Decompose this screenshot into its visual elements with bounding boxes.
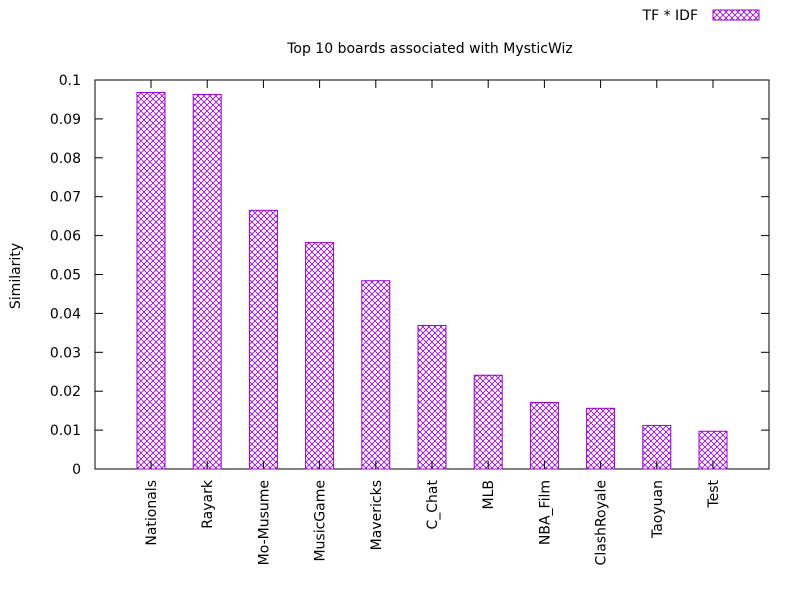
- x-tick-label: Mavericks: [369, 480, 385, 550]
- x-tick-label: Mo-Musume: [256, 480, 272, 565]
- chart-title: Top 10 boards associated with MysticWiz: [286, 41, 573, 57]
- y-tick-label: 0.08: [50, 151, 81, 167]
- legend: TF * IDF: [642, 8, 760, 24]
- legend-swatch: [712, 9, 760, 21]
- bar-nationals: [136, 91, 166, 470]
- x-tick-label: ClashRoyale: [594, 480, 610, 565]
- x-tick-label: NBA_Film: [537, 480, 553, 545]
- y-tick-label: 0.05: [50, 268, 81, 284]
- x-tick-label: MusicGame: [313, 480, 329, 562]
- x-axis-ticks: Nationals Rayark Mo-Musume MusicGame Maveric…: [144, 80, 722, 565]
- bar-c-chat: [417, 324, 447, 470]
- bar-mavericks: [361, 280, 391, 470]
- bar-clashroyale: [586, 407, 616, 470]
- y-tick-label: 0.1: [59, 73, 81, 89]
- x-tick-label: Taoyuan: [650, 480, 666, 539]
- bar-mo-musume: [248, 209, 278, 470]
- x-tick-label: Test: [706, 479, 722, 508]
- y-tick-label: 0.09: [50, 112, 81, 128]
- y-tick-label: 0.03: [50, 345, 81, 361]
- y-tick-label: 0.04: [50, 306, 81, 322]
- y-tick-label: 0.02: [50, 384, 81, 400]
- x-tick-label: Nationals: [144, 480, 160, 546]
- y-tick-label: 0.07: [50, 190, 81, 206]
- bar-nba-film: [529, 401, 559, 470]
- legend-label: TF * IDF: [642, 8, 698, 24]
- x-tick-label: Rayark: [200, 479, 216, 529]
- bars: [136, 91, 728, 470]
- y-tick-label: 0: [72, 462, 81, 478]
- y-axis-label: Similarity: [8, 243, 24, 309]
- bar-mlb: [473, 374, 503, 470]
- x-tick-label: MLB: [481, 480, 497, 509]
- bar-rayark: [192, 93, 222, 470]
- y-axis-ticks: 0 0.01 0.02 0.03 0.04 0.05 0.06 0.07 0.08 0.09 0.1: [50, 73, 769, 478]
- x-tick-label: C_Chat: [425, 479, 441, 529]
- y-tick-label: 0.01: [50, 423, 81, 439]
- y-tick-label: 0.06: [50, 229, 81, 245]
- bar-musicgame: [305, 242, 335, 470]
